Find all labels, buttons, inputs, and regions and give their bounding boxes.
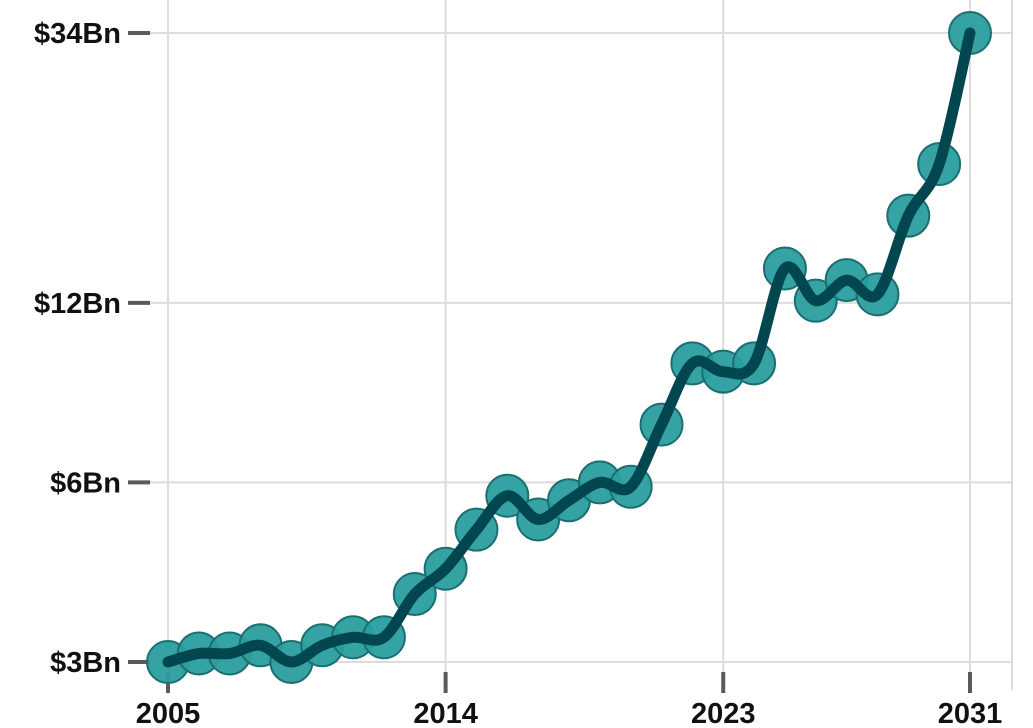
axis-layer: 2005 2014 2023 2031 $3Bn $6Bn $12Bn $34Bn [34,18,1002,728]
x-tick-label: 2014 [413,698,478,728]
marker-layer [146,11,992,684]
series-line [162,27,976,668]
y-tick-label: $34Bn [34,18,121,50]
y-tick-label: $3Bn [50,647,121,679]
x-tick-label: 2005 [136,698,201,728]
y-tick-label: $12Bn [34,288,121,320]
x-tick-label: 2031 [938,698,1003,728]
line-layer [162,27,976,668]
x-tick-label: 2023 [691,698,756,728]
y-tick-label: $6Bn [50,467,121,499]
grid-layer [150,0,1013,690]
